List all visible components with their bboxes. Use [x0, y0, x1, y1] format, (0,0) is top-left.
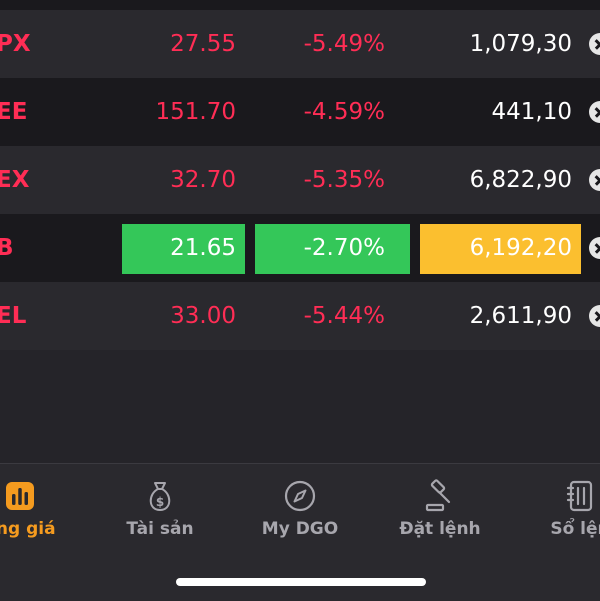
- money-bag-icon: $: [149, 482, 171, 511]
- tab-label: Sổ lện: [550, 519, 600, 539]
- tab-label: Đặt lệnh: [399, 519, 481, 539]
- change-cell: -2.70%: [303, 235, 385, 261]
- tab-my-dgo[interactable]: My DGO: [240, 464, 360, 564]
- tab-so-lenh[interactable]: Sổ lện: [520, 464, 600, 564]
- table-row[interactable]: PX 27.55 -5.49% 1,079,30: [0, 10, 600, 78]
- compass-icon: [284, 480, 316, 512]
- change-flash-highlight: [255, 224, 410, 274]
- watchlist: PX 27.55 -5.49% 1,079,30 EE 151.70 -4.59…: [0, 10, 600, 350]
- tab-bang-gia[interactable]: ảng giá: [0, 464, 80, 564]
- symbol-cell: B: [0, 235, 14, 261]
- gavel-icon: [425, 479, 451, 512]
- volume-cell: 6,822,90: [469, 167, 572, 193]
- symbol-cell: PX: [0, 31, 31, 57]
- volume-cell: 6,192,20: [469, 235, 572, 261]
- change-cell: -5.44%: [303, 303, 385, 329]
- price-cell: 32.70: [170, 167, 236, 193]
- symbol-cell: EL: [0, 303, 27, 329]
- price-flash-highlight: [122, 224, 245, 274]
- remove-icon[interactable]: [589, 101, 600, 123]
- price-cell: 151.70: [155, 99, 236, 125]
- remove-icon[interactable]: [589, 169, 600, 191]
- tab-label: My DGO: [261, 519, 339, 539]
- top-strip: [0, 0, 600, 10]
- remove-icon[interactable]: [589, 305, 600, 327]
- change-cell: -4.59%: [303, 99, 385, 125]
- table-row[interactable]: EE 151.70 -4.59% 441,10: [0, 78, 600, 146]
- remove-icon[interactable]: [589, 237, 600, 259]
- remove-icon[interactable]: [589, 33, 600, 55]
- volume-cell: 2,611,90: [469, 303, 572, 329]
- table-row[interactable]: EL 33.00 -5.44% 2,611,90: [0, 282, 600, 350]
- notebook-icon: [566, 480, 593, 512]
- tab-label: Tài sản: [126, 519, 194, 539]
- change-cell: -5.49%: [303, 31, 385, 57]
- price-cell: 27.55: [170, 31, 236, 57]
- tab-label: ảng giá: [0, 519, 56, 539]
- volume-cell: 441,10: [491, 99, 572, 125]
- tab-dat-lenh[interactable]: Đặt lệnh: [380, 464, 500, 564]
- price-cell: 33.00: [170, 303, 236, 329]
- svg-text:$: $: [156, 495, 164, 509]
- table-row[interactable]: EX 32.70 -5.35% 6,822,90: [0, 146, 600, 214]
- symbol-cell: EE: [0, 99, 28, 125]
- volume-cell: 1,079,30: [469, 31, 572, 57]
- tab-tai-san[interactable]: $ Tài sản: [100, 464, 220, 564]
- bar-chart-icon: [6, 482, 34, 510]
- change-cell: -5.35%: [303, 167, 385, 193]
- table-row[interactable]: B 21.65 -2.70% 6,192,20: [0, 214, 600, 282]
- home-indicator[interactable]: [176, 578, 426, 586]
- volume-flash-highlight: [420, 224, 581, 274]
- symbol-cell: EX: [0, 167, 30, 193]
- price-cell: 21.65: [170, 235, 236, 261]
